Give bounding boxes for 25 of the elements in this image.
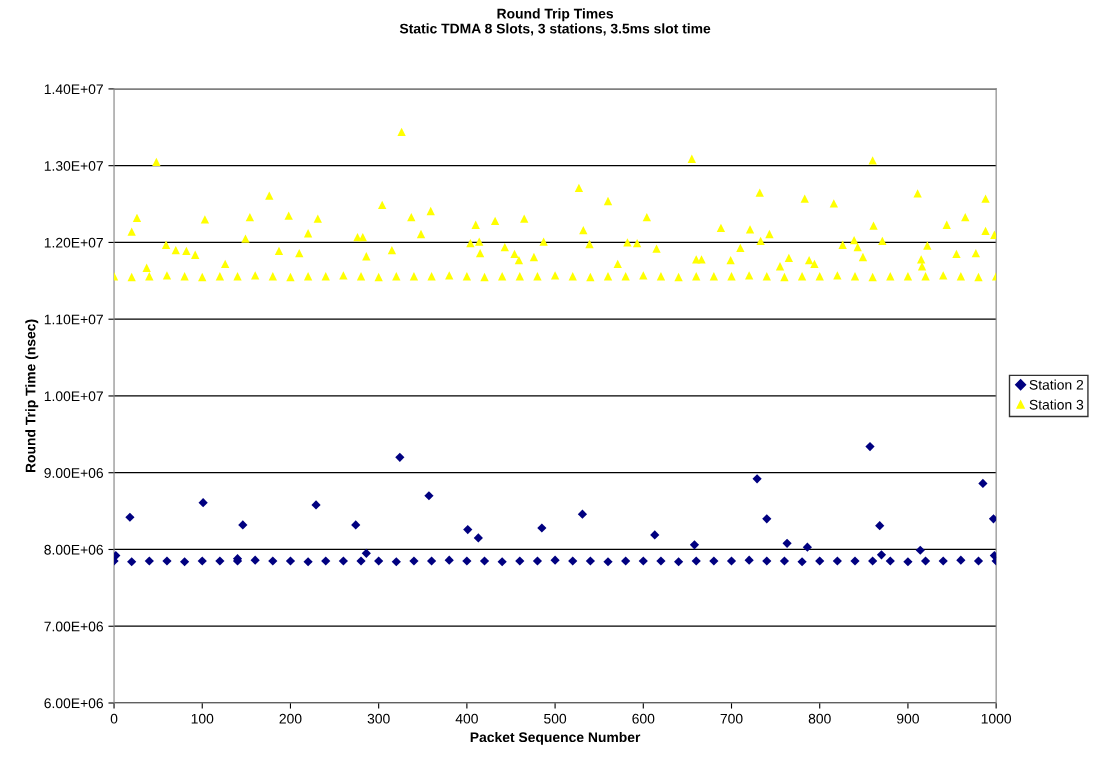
x-tick-label: 900 bbox=[896, 713, 919, 724]
x-tick-label: 200 bbox=[279, 713, 302, 724]
y-tick-label: 1.40E+07 bbox=[44, 84, 103, 95]
x-tick-label: 1000 bbox=[981, 713, 1012, 724]
y-tick-label: 9.00E+06 bbox=[44, 468, 104, 478]
x-tick-label: 400 bbox=[455, 713, 478, 724]
y-tick-label: 8.00E+06 bbox=[44, 544, 104, 555]
legend-label: Station 2 bbox=[1029, 379, 1084, 390]
chart-title: Round Trip Times Static TDMA 8 Slots, 3 stations, 3.5ms slot time bbox=[399, 8, 711, 36]
y-tick-label: 7.00E+06 bbox=[44, 621, 104, 632]
x-tick-label: 500 bbox=[544, 713, 567, 724]
y-tick-label: 6.00E+06 bbox=[44, 698, 104, 709]
x-axis-title: Packet Sequence Number bbox=[470, 731, 641, 745]
x-tick-label: 800 bbox=[808, 713, 831, 724]
y-tick-label: 1.00E+07 bbox=[44, 391, 103, 402]
x-tick-label: 300 bbox=[367, 713, 390, 724]
y-tick-label: 1.20E+07 bbox=[44, 237, 103, 248]
x-tick-label: 700 bbox=[720, 713, 743, 724]
x-tick-label: 0 bbox=[110, 713, 118, 724]
x-tick-label: 100 bbox=[191, 713, 214, 724]
y-tick-label: 1.10E+07 bbox=[44, 314, 103, 325]
legend-label: Station 3 bbox=[1029, 399, 1084, 410]
y-tick-label: 1.30E+07 bbox=[44, 161, 103, 171]
y-axis-title: Round Trip Time (nsec) bbox=[25, 319, 39, 473]
x-tick-label: 600 bbox=[632, 713, 655, 724]
